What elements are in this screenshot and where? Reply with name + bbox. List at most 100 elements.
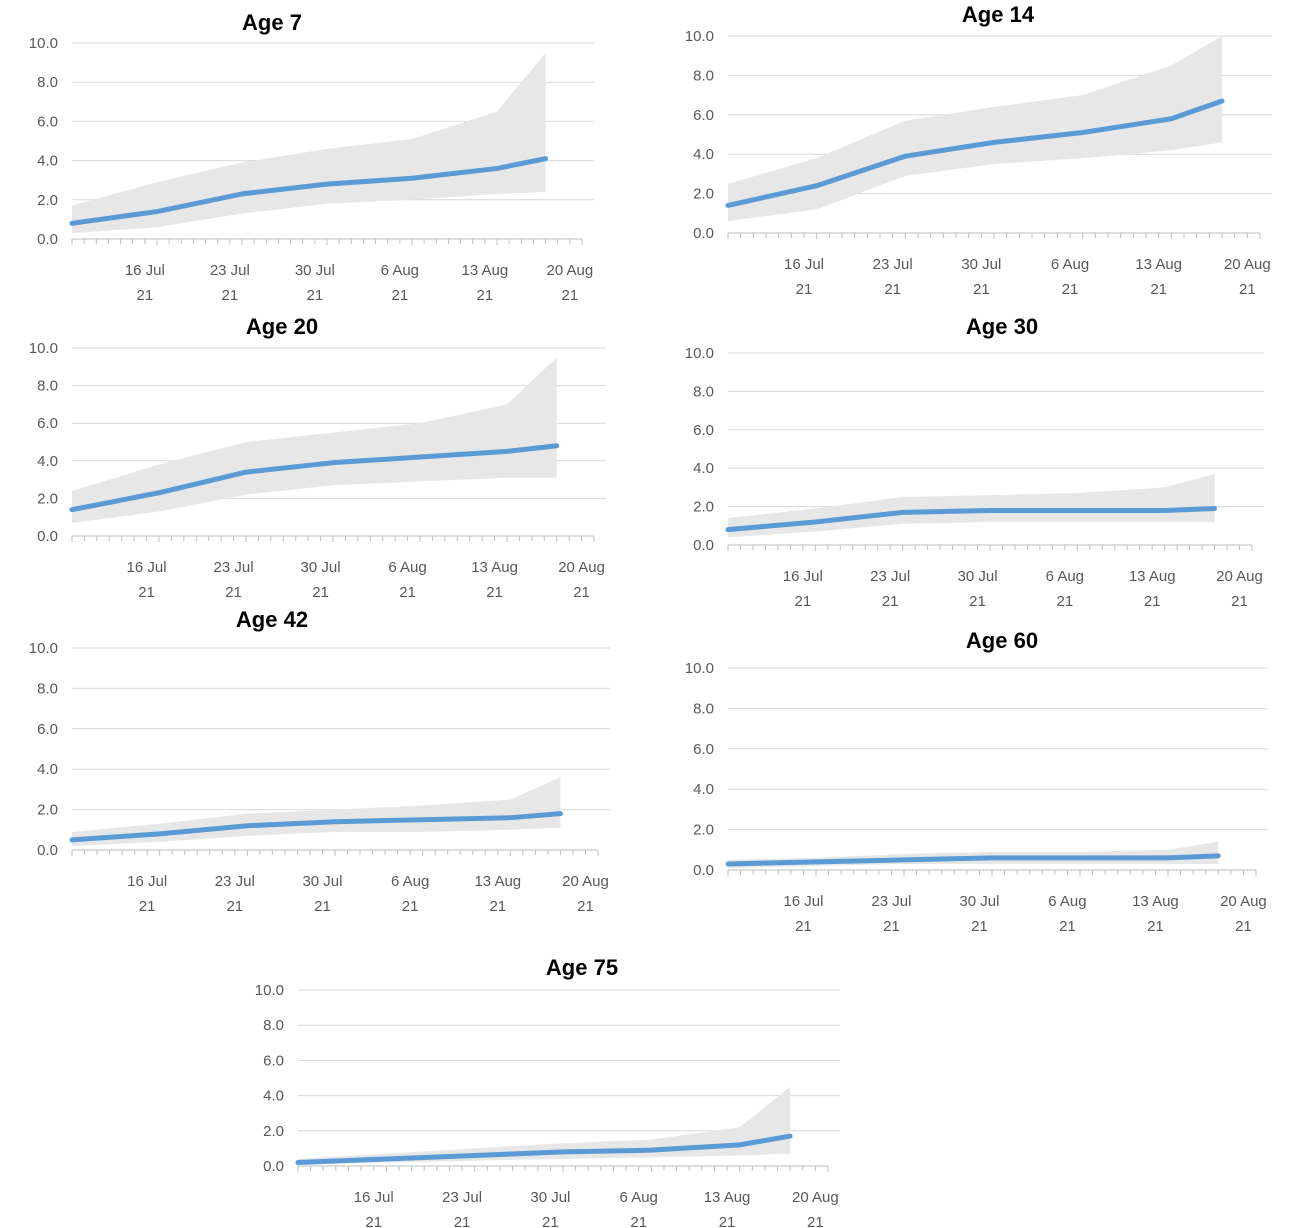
y-tick-label: 10.0: [685, 345, 714, 362]
y-tick-label: 2.0: [37, 490, 58, 507]
x-tick-label: 30 Jul 21: [961, 256, 1001, 298]
y-tick-label: 10.0: [685, 660, 714, 677]
series-line: [725, 506, 1218, 533]
x-tick-label: 20 Aug 21: [1216, 568, 1263, 610]
x-tick-label: 6 Aug 21: [1048, 893, 1086, 935]
x-tick-label: 13 Aug 21: [461, 262, 508, 304]
x-tick-label: 13 Aug 21: [474, 873, 521, 915]
chart-panel-age-14: Age 14 0.0 2.0 4.0 6.0 8.0 10.0 16 Jul 21 23 Jul 2…: [660, 0, 1299, 305]
y-tick-label: 0.0: [37, 528, 58, 545]
chart-panel-age-20: Age 20 0.0 2.0 4.0 6.0 8.0 10.0 16 Jul 21 23 Jul 2…: [0, 310, 630, 610]
x-tick-label: 30 Jul 21: [302, 873, 342, 915]
y-tick-label: 10.0: [29, 340, 58, 357]
x-tick-label: 16 Jul 21: [127, 873, 167, 915]
x-tick-label: 13 Aug 21: [471, 559, 518, 601]
y-tick-label: 8.0: [693, 67, 714, 84]
y-tick-label: 10.0: [685, 28, 714, 45]
y-tick-label: 4.0: [693, 781, 714, 798]
x-tick-label: 16 Jul 21: [127, 559, 167, 601]
series-line: [725, 98, 1225, 208]
y-tick-label: 6.0: [693, 741, 714, 758]
chart-title: Age 42: [236, 607, 308, 632]
y-tick-label: 6.0: [37, 113, 58, 130]
chart-title: Age 20: [246, 314, 318, 339]
x-tick-label: 20 Aug 21: [562, 873, 609, 915]
x-tick-label: 23 Jul 21: [870, 568, 910, 610]
x-tick-label: 20 Aug 21: [546, 262, 593, 304]
chart-svg: Age 42 0.0 2.0 4.0 6.0 8.0 10.0 16 Jul 21 23 Jul 2…: [29, 607, 610, 915]
y-tick-label: 8.0: [37, 378, 58, 395]
x-tick-label: 6 Aug 21: [1046, 568, 1084, 610]
x-tick-label: 30 Jul 21: [959, 893, 999, 935]
x-tick-label: 6 Aug 21: [388, 559, 426, 601]
y-tick-label: 2.0: [693, 822, 714, 839]
series-line: [295, 1133, 793, 1165]
x-tick-label: 13 Aug 21: [1132, 893, 1179, 935]
x-tick-label: 20 Aug 21: [792, 1189, 839, 1228]
y-tick-label: 6.0: [693, 422, 714, 439]
chart-svg: Age 75 0.0 2.0 4.0 6.0 8.0 10.0 16 Jul 21 23 Jul 2…: [255, 955, 840, 1228]
x-tick-label: 13 Aug 21: [1135, 256, 1182, 298]
y-tick-label: 6.0: [37, 721, 58, 738]
x-tick-label: 16 Jul 21: [783, 568, 823, 610]
chart-title: Age 75: [546, 955, 618, 980]
x-tick-label: 16 Jul 21: [354, 1189, 394, 1228]
y-tick-label: 4.0: [37, 153, 58, 170]
confidence-band: [298, 1086, 791, 1165]
y-tick-label: 0.0: [37, 842, 58, 859]
x-tick-label: 6 Aug 21: [381, 262, 419, 304]
chart-panel-age-30: Age 30 0.0 2.0 4.0 6.0 8.0 10.0 16 Jul 21 23 Jul 2…: [660, 314, 1299, 615]
chart-svg: Age 14 0.0 2.0 4.0 6.0 8.0 10.0 16 Jul 21 23 Jul 2…: [685, 2, 1272, 298]
x-tick-label: 6 Aug 21: [620, 1189, 658, 1228]
y-tick-label: 2.0: [693, 186, 714, 203]
chart-svg: Age 7 0.0 2.0 4.0 6.0 8.0 10.0 16 Jul 21 23 Jul 21…: [29, 10, 594, 304]
y-tick-label: 4.0: [263, 1088, 284, 1105]
y-tick-label: 8.0: [37, 74, 58, 91]
x-tick-label: 6 Aug 21: [391, 873, 429, 915]
series-line: [69, 443, 560, 513]
confidence-band: [72, 52, 546, 234]
confidence-band: [72, 357, 557, 523]
y-tick-label: 0.0: [693, 537, 714, 554]
y-tick-label: 6.0: [37, 415, 58, 432]
chart-svg: Age 30 0.0 2.0 4.0 6.0 8.0 10.0 16 Jul 21 23 Jul 2…: [685, 314, 1264, 610]
chart-panel-age-75: Age 75 0.0 2.0 4.0 6.0 8.0 10.0 16 Jul 21 23 Jul 2…: [230, 950, 870, 1228]
x-tick-label: 13 Aug 21: [704, 1189, 751, 1228]
x-tick-label: 23 Jul 21: [442, 1189, 482, 1228]
y-tick-label: 0.0: [263, 1158, 284, 1175]
chart-title: Age 30: [966, 314, 1038, 339]
y-tick-label: 4.0: [37, 453, 58, 470]
y-tick-label: 0.0: [693, 225, 714, 242]
y-tick-label: 8.0: [263, 1017, 284, 1034]
chart-panel-age-60: Age 60 0.0 2.0 4.0 6.0 8.0 10.0 16 Jul 21 23 Jul 2…: [660, 625, 1299, 935]
series-line: [69, 156, 549, 226]
series-line: [69, 811, 563, 843]
x-tick-label: 23 Jul 21: [214, 559, 254, 601]
y-tick-label: 0.0: [693, 862, 714, 879]
x-tick-label: 23 Jul 21: [873, 256, 913, 298]
y-tick-label: 0.0: [37, 231, 58, 248]
x-tick-label: 20 Aug 21: [558, 559, 605, 601]
y-tick-label: 2.0: [263, 1123, 284, 1140]
x-tick-label: 30 Jul 21: [958, 568, 998, 610]
x-tick-label: 23 Jul 21: [215, 873, 255, 915]
x-tick-label: 16 Jul 21: [125, 262, 165, 304]
y-tick-label: 10.0: [29, 640, 58, 657]
x-tick-label: 30 Jul 21: [295, 262, 335, 304]
y-tick-label: 10.0: [255, 982, 284, 999]
x-tick-label: 16 Jul 21: [784, 256, 824, 298]
y-tick-label: 4.0: [37, 761, 58, 778]
y-tick-label: 2.0: [37, 192, 58, 209]
x-tick-label: 20 Aug 21: [1224, 256, 1271, 298]
y-tick-label: 2.0: [693, 499, 714, 516]
y-tick-label: 4.0: [693, 460, 714, 477]
chart-title: Age 14: [962, 2, 1035, 27]
x-tick-label: 23 Jul 21: [210, 262, 250, 304]
y-tick-label: 6.0: [693, 107, 714, 124]
y-tick-label: 8.0: [693, 700, 714, 717]
y-tick-label: 8.0: [693, 383, 714, 400]
x-tick-label: 30 Jul 21: [301, 559, 341, 601]
confidence-band: [728, 473, 1215, 538]
x-tick-label: 20 Aug 21: [1220, 893, 1267, 935]
y-tick-label: 2.0: [37, 802, 58, 819]
